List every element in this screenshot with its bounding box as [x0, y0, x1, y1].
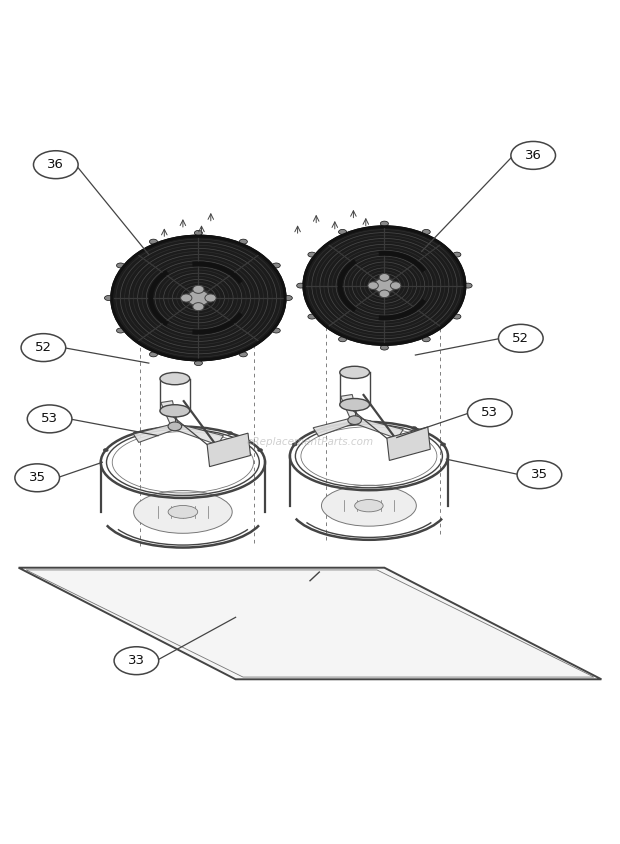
Ellipse shape — [160, 405, 190, 417]
Ellipse shape — [117, 328, 125, 333]
Text: 35: 35 — [29, 471, 46, 484]
Ellipse shape — [381, 345, 388, 350]
Ellipse shape — [228, 431, 232, 435]
Ellipse shape — [339, 337, 347, 342]
Ellipse shape — [195, 360, 202, 365]
Text: 35: 35 — [531, 468, 548, 481]
Ellipse shape — [308, 314, 316, 319]
Ellipse shape — [412, 426, 417, 430]
Ellipse shape — [308, 252, 316, 257]
Polygon shape — [19, 568, 601, 679]
Ellipse shape — [498, 324, 543, 352]
Ellipse shape — [441, 443, 446, 446]
Ellipse shape — [340, 366, 370, 378]
Ellipse shape — [15, 464, 60, 492]
Ellipse shape — [180, 425, 185, 428]
Polygon shape — [387, 427, 430, 461]
Ellipse shape — [453, 314, 461, 319]
Text: eReplacementParts.com: eReplacementParts.com — [246, 437, 374, 446]
Ellipse shape — [168, 506, 198, 518]
Ellipse shape — [379, 273, 389, 281]
Ellipse shape — [391, 282, 401, 289]
Ellipse shape — [133, 431, 138, 435]
Text: 52: 52 — [35, 341, 52, 354]
Ellipse shape — [321, 485, 417, 526]
Ellipse shape — [340, 398, 370, 411]
Ellipse shape — [366, 420, 371, 424]
Polygon shape — [173, 424, 223, 445]
Ellipse shape — [193, 285, 204, 294]
Ellipse shape — [258, 448, 263, 452]
Text: 53: 53 — [41, 413, 58, 425]
Ellipse shape — [348, 416, 361, 425]
Polygon shape — [353, 418, 403, 439]
Ellipse shape — [292, 443, 297, 446]
Ellipse shape — [21, 333, 66, 361]
Text: 33: 33 — [128, 654, 145, 668]
Ellipse shape — [180, 294, 192, 302]
Ellipse shape — [511, 142, 556, 170]
Ellipse shape — [285, 295, 293, 300]
Ellipse shape — [464, 283, 472, 288]
Ellipse shape — [453, 252, 461, 257]
Ellipse shape — [114, 647, 159, 674]
Ellipse shape — [374, 278, 395, 293]
Ellipse shape — [467, 398, 512, 427]
Ellipse shape — [149, 239, 157, 244]
Ellipse shape — [195, 230, 202, 235]
Ellipse shape — [149, 352, 157, 357]
Ellipse shape — [27, 405, 72, 433]
Ellipse shape — [272, 328, 280, 333]
Ellipse shape — [239, 352, 247, 357]
Text: 36: 36 — [525, 149, 542, 162]
Ellipse shape — [381, 221, 388, 226]
Ellipse shape — [168, 422, 182, 430]
Ellipse shape — [193, 303, 204, 311]
Ellipse shape — [297, 283, 304, 288]
Ellipse shape — [339, 230, 347, 235]
Ellipse shape — [304, 227, 465, 344]
Polygon shape — [161, 401, 179, 427]
Polygon shape — [133, 424, 177, 442]
Ellipse shape — [187, 290, 210, 306]
Ellipse shape — [379, 290, 389, 298]
Ellipse shape — [117, 263, 125, 268]
Ellipse shape — [239, 239, 247, 244]
Ellipse shape — [355, 500, 383, 511]
Polygon shape — [340, 394, 358, 420]
Ellipse shape — [321, 426, 326, 430]
Ellipse shape — [422, 230, 430, 235]
Ellipse shape — [272, 263, 280, 268]
Text: 53: 53 — [481, 406, 498, 419]
Ellipse shape — [103, 448, 108, 452]
Polygon shape — [313, 418, 356, 436]
Ellipse shape — [517, 461, 562, 489]
Ellipse shape — [205, 294, 216, 302]
Ellipse shape — [160, 372, 190, 385]
Ellipse shape — [33, 151, 78, 179]
Ellipse shape — [368, 282, 378, 289]
Polygon shape — [207, 433, 250, 467]
Ellipse shape — [112, 236, 285, 360]
Text: 36: 36 — [47, 158, 64, 171]
Ellipse shape — [104, 295, 113, 300]
Ellipse shape — [133, 490, 232, 533]
Text: 52: 52 — [512, 332, 529, 345]
Ellipse shape — [422, 337, 430, 342]
